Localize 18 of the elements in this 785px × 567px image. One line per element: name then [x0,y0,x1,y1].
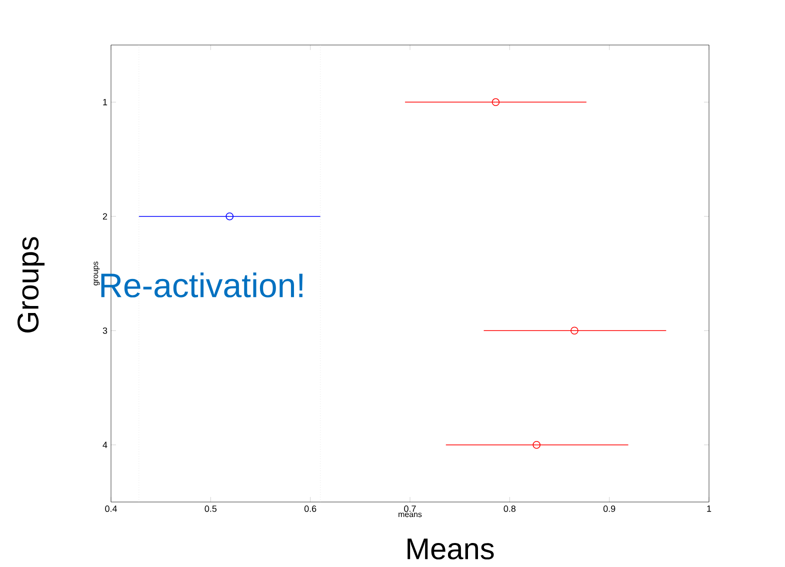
point [532,440,540,449]
y-tick-label: 3 [102,327,108,334]
y-tick-label: 1 [103,99,108,106]
point [492,98,500,106]
x-tick-label: 0.9 [603,506,616,512]
y-tick-label: 2 [102,213,108,220]
x-tick-label: 0.8 [504,506,516,512]
x-tick-label: 1 [707,506,712,512]
point [226,212,234,220]
x-tick-label: 0.5 [204,506,217,512]
text: Groups [17,237,45,332]
text: Means [408,538,494,560]
y-tick-label: 4 [102,442,108,448]
x-tick-label: 0.7 [404,506,416,512]
point [570,326,578,335]
annotation: Re-activation! [101,272,303,298]
x-tick-label: 0.4 [105,506,117,512]
x-tick-label: 0.6 [304,506,316,512]
